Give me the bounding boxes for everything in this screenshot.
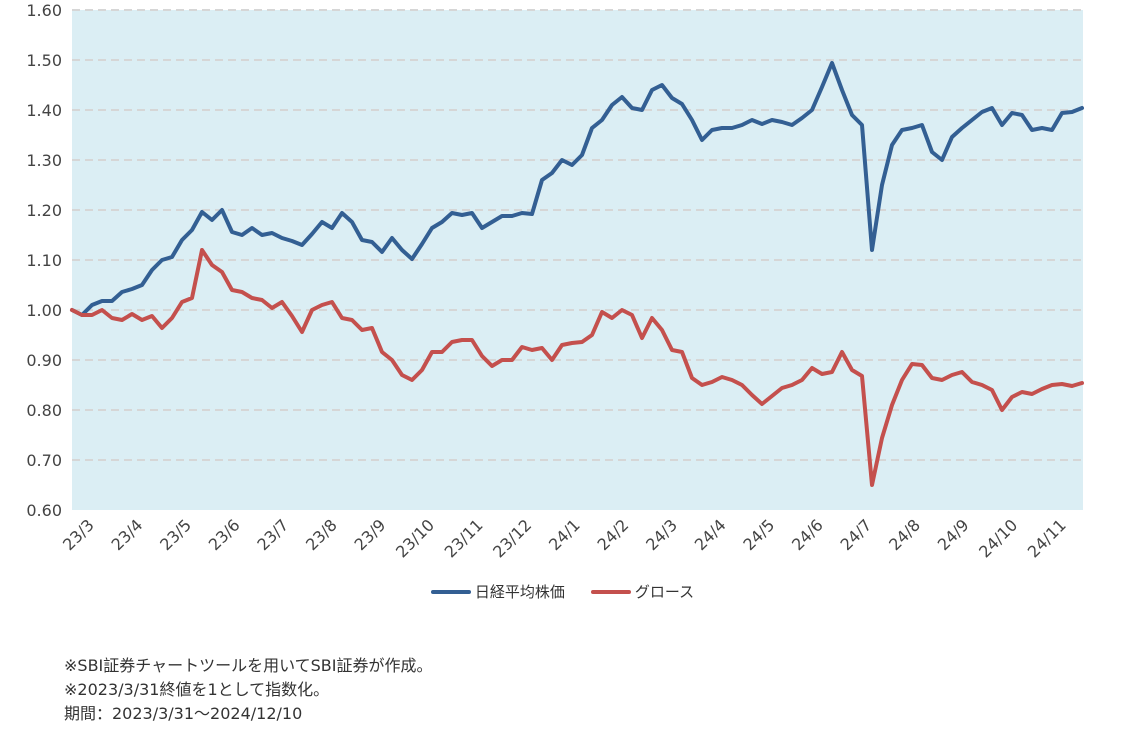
x-tick-label: 23/10 (392, 515, 438, 561)
y-tick-label: 0.60 (26, 501, 62, 520)
legend: 日経平均株価 グロース (0, 581, 1125, 602)
x-tick-label: 24/8 (885, 515, 924, 554)
x-tick-label: 23/7 (253, 515, 292, 554)
x-tick-label: 24/4 (691, 515, 730, 554)
legend-item-growth: グロース (590, 581, 695, 602)
series-line-growth (70, 248, 1084, 487)
note-source: ※SBI証券チャートツールを用いてSBI証券が作成。 (64, 656, 433, 675)
line-chart: 0.60 0.70 0.80 0.90 1.00 1.10 1.20 1.30 1.40 1.50… (26, 1, 1084, 561)
legend-label-nikkei: 日経平均株価 (474, 583, 565, 601)
x-tick-label: 23/6 (205, 515, 244, 554)
x-tick-label: 24/11 (1024, 515, 1070, 561)
x-tick-label: 24/3 (642, 515, 681, 554)
legend-swatch-nikkei (430, 589, 471, 594)
x-tick-label: 23/8 (302, 515, 341, 554)
x-tick-label: 24/5 (739, 515, 778, 554)
x-tick-label: 23/3 (59, 515, 98, 554)
x-tick-label: 24/9 (934, 515, 973, 554)
y-tick-label: 0.80 (26, 401, 62, 420)
x-tick-label: 24/1 (545, 515, 584, 554)
legend-label-growth: グロース (634, 583, 695, 601)
legend-swatch-growth (590, 589, 631, 594)
legend-item-nikkei: 日経平均株価 (430, 581, 565, 602)
x-tick-label: 24/7 (837, 515, 876, 554)
y-tick-label: 1.00 (26, 301, 62, 320)
y-tick-label: 0.70 (26, 451, 62, 470)
y-tick-label: 1.20 (26, 201, 62, 220)
x-tick-label: 24/10 (975, 515, 1021, 561)
x-tick-label: 23/4 (108, 515, 147, 554)
x-tick-label: 24/2 (594, 515, 633, 554)
y-tick-label: 1.10 (26, 251, 62, 270)
x-tick-label: 23/11 (441, 515, 487, 561)
y-tick-label: 1.40 (26, 101, 62, 120)
footnotes: ※SBI証券チャートツールを用いてSBI証券が作成。 ※2023/3/31終値を… (64, 654, 432, 726)
y-tick-label: 0.90 (26, 351, 62, 370)
x-tick-label: 24/6 (788, 515, 827, 554)
plot-area (72, 10, 1083, 510)
note-period: 期間：2023/3/31～2024/12/10 (64, 704, 303, 723)
note-index: ※2023/3/31終値を1として指数化。 (64, 680, 330, 699)
y-tick-label: 1.50 (26, 51, 62, 70)
y-tick-label: 1.30 (26, 151, 62, 170)
series-line-nikkei (70, 61, 1084, 317)
x-tick-label: 23/5 (156, 515, 195, 554)
y-tick-label: 1.60 (26, 1, 62, 20)
x-tick-label: 23/9 (351, 515, 390, 554)
x-tick-label: 23/12 (489, 515, 535, 561)
